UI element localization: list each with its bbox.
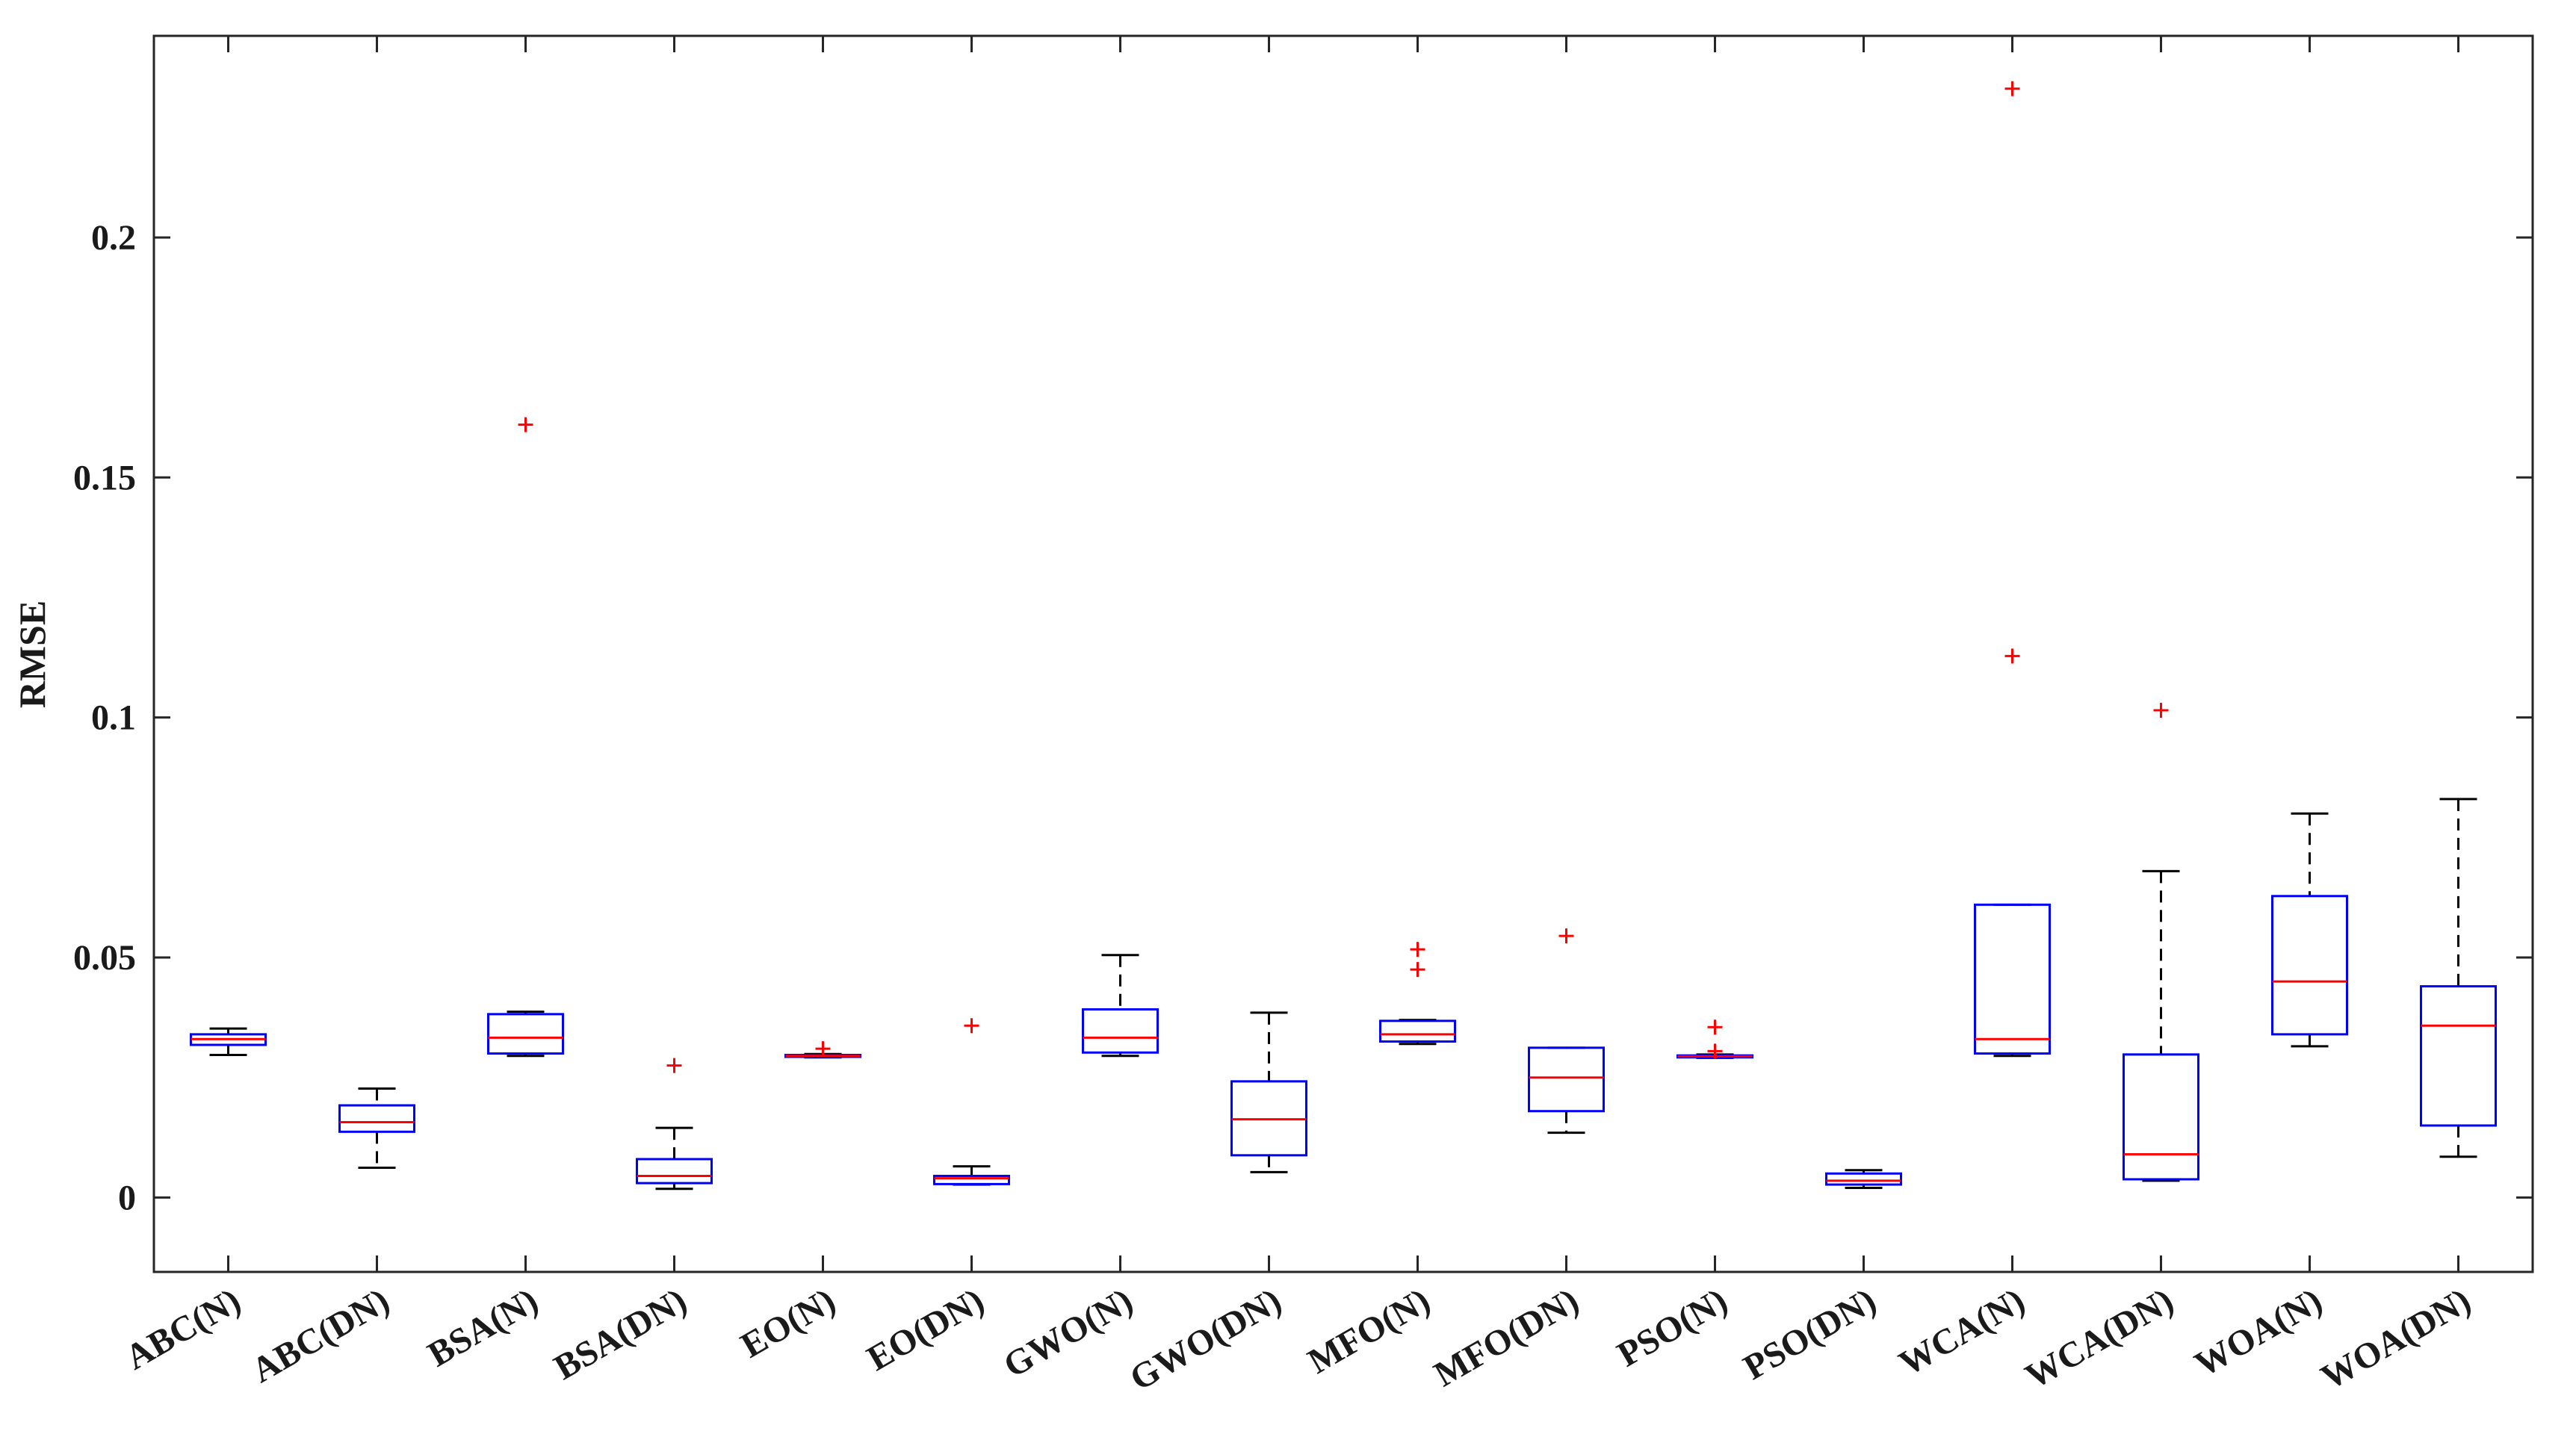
box-iqr (1974, 903, 2051, 1055)
outlier-point (1558, 928, 1574, 944)
x-tick-label: WCA(DN) (2019, 1281, 2180, 1397)
box-group (784, 1041, 861, 1059)
box-iqr (933, 1174, 1010, 1185)
x-tick-label: MFO(DN) (1428, 1281, 1585, 1395)
x-tick-label: WCA(N) (1892, 1281, 2031, 1384)
box-group (190, 1027, 267, 1056)
box-group (2420, 798, 2497, 1158)
x-tick-label: BSA(DN) (548, 1281, 693, 1388)
outlier-point (1707, 1019, 1723, 1035)
outlier-point (1410, 962, 1425, 978)
box-iqr (2271, 895, 2348, 1036)
y-tick-label: 0.05 (73, 938, 136, 978)
box-iqr (338, 1104, 415, 1133)
box-group (2271, 812, 2348, 1048)
y-axis-label: RMSE (11, 600, 53, 708)
box-marks (190, 81, 2497, 1191)
outlier-point (964, 1018, 979, 1034)
box-group (933, 1018, 1010, 1186)
box-group (1528, 928, 1605, 1135)
plot-frame (152, 34, 2534, 1273)
box-iqr (2420, 985, 2497, 1127)
x-tick-label: WOA(DN) (2315, 1281, 2477, 1398)
y-tick-label: 0.15 (73, 458, 136, 497)
outlier-point (518, 417, 533, 432)
x-tick-label: EO(N) (734, 1281, 842, 1366)
x-tick-label: PSO(N) (1611, 1281, 1734, 1375)
outlier-point (2153, 703, 2169, 718)
plot-background (154, 36, 2533, 1272)
x-tick-label: GWO(N) (997, 1281, 1139, 1386)
y-tick-label: 0.1 (91, 698, 136, 738)
box-group (1676, 1019, 1753, 1059)
box-iqr (1082, 1008, 1159, 1054)
box-group (636, 1058, 713, 1191)
box-group (1974, 81, 2051, 1058)
box-group (338, 1087, 415, 1170)
y-axis-ticks: 0 0.05 0.1 0.15 0.2 (73, 218, 2533, 1217)
box-iqr (636, 1158, 713, 1185)
x-tick-label: MFO(N) (1301, 1281, 1437, 1382)
x-tick-label: ABC(DN) (245, 1281, 396, 1391)
x-tick-label: BSA(N) (421, 1281, 545, 1375)
box-group (1825, 1169, 1902, 1190)
box-iqr (2123, 1053, 2199, 1181)
outlier-point (1707, 1043, 1723, 1059)
x-tick-label: ABC(N) (119, 1281, 247, 1378)
x-tick-label: PSO(DN) (1737, 1281, 1883, 1388)
box-group (2123, 703, 2199, 1182)
box-group (1230, 1011, 1307, 1173)
x-tick-label: EO(DN) (861, 1281, 991, 1379)
box-iqr (1825, 1172, 1902, 1186)
outlier-point (815, 1041, 831, 1057)
y-tick-label: 0 (118, 1178, 136, 1217)
box-iqr (1379, 1019, 1456, 1043)
outlier-point (666, 1058, 682, 1073)
y-tick-label: 0.2 (91, 218, 136, 258)
box-group (1379, 942, 1456, 1046)
box-iqr (1528, 1046, 1605, 1113)
box-group (1082, 954, 1159, 1058)
box-iqr (487, 1013, 564, 1055)
outlier-point (1410, 942, 1425, 957)
x-tick-label: WOA(N) (2188, 1281, 2329, 1385)
outlier-point (2004, 81, 2020, 96)
box-group (487, 417, 564, 1058)
x-tick-label: GWO(DN) (1124, 1281, 1288, 1399)
outlier-point (2004, 648, 2020, 664)
